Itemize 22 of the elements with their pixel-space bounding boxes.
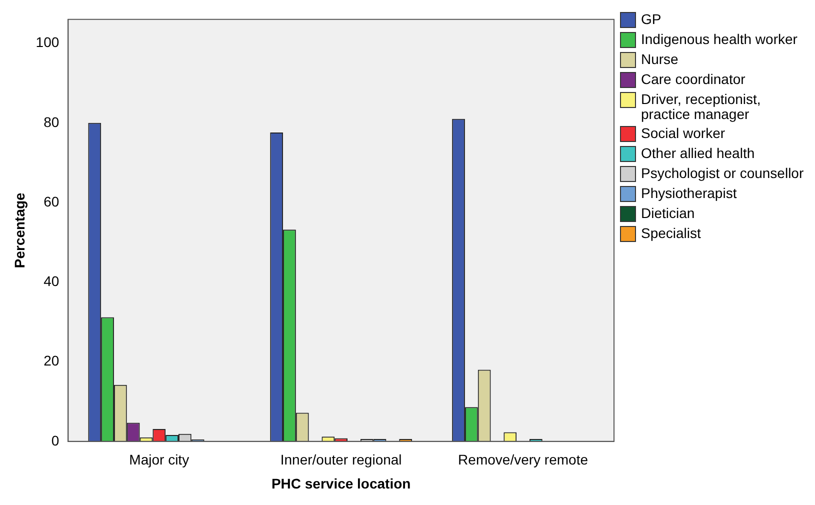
legend-label: Nurse [641,51,678,67]
legend-label: GP [641,11,662,27]
y-tick-label: 40 [44,273,60,290]
x-tick-label: Inner/outer regional [280,452,402,468]
y-axis-title: Percentage [11,192,28,268]
legend-label: Physiotherapist [641,185,737,201]
y-tick-label: 60 [44,193,60,210]
legend-label: Other allied health [641,145,755,161]
x-tick-label: Remove/very remote [458,452,588,468]
legend-label: Social worker [641,125,726,141]
x-tick-label: Major city [129,452,190,468]
legend-label: Dietician [641,205,695,221]
y-tick-label: 100 [36,34,60,50]
legend-label: Specialist [641,225,701,241]
legend-label: Psychologist or counsellor [641,165,804,181]
y-tick-label: 20 [44,352,60,369]
x-axis-title: PHC service location [271,475,411,492]
y-tick-label: 0 [51,432,60,448]
legend-label: Indigenous health worker [641,31,798,47]
y-tick-label: 80 [44,114,60,130]
legend-label: Care coordinator [641,71,746,87]
legend-label: Driver, receptionist, practice manager [641,91,762,122]
